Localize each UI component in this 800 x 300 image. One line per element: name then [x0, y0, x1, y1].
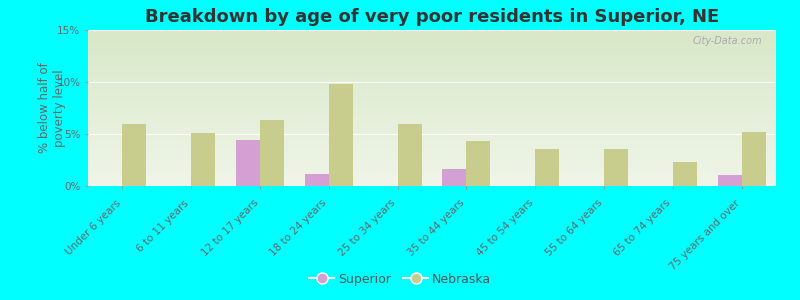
Bar [535, 148, 559, 186]
Bar [604, 148, 628, 186]
Bar [742, 132, 766, 186]
Bar [122, 124, 146, 186]
Title: Breakdown by age of very poor residents in Superior, NE: Breakdown by age of very poor residents … [145, 8, 719, 26]
Text: 55 to 64 years: 55 to 64 years [543, 198, 604, 259]
Text: 45 to 54 years: 45 to 54 years [474, 198, 535, 259]
Text: 18 to 24 years: 18 to 24 years [268, 198, 329, 259]
Bar [236, 140, 260, 186]
Bar [673, 162, 697, 186]
Legend: Superior, Nebraska: Superior, Nebraska [304, 268, 496, 291]
Bar [191, 133, 215, 186]
Text: 75 years and over: 75 years and over [668, 198, 742, 272]
Bar [718, 175, 742, 186]
Bar [442, 169, 466, 186]
Text: City-Data.com: City-Data.com [693, 36, 762, 46]
Bar [466, 141, 490, 186]
Bar [305, 173, 329, 186]
Text: 35 to 44 years: 35 to 44 years [406, 198, 466, 259]
Bar [398, 124, 422, 186]
Text: Under 6 years: Under 6 years [63, 198, 122, 257]
Text: 65 to 74 years: 65 to 74 years [612, 198, 673, 259]
Y-axis label: % below half of
poverty level: % below half of poverty level [38, 63, 66, 153]
Text: 6 to 11 years: 6 to 11 years [135, 198, 191, 254]
Bar [260, 121, 284, 186]
Bar [329, 84, 353, 186]
Text: 12 to 17 years: 12 to 17 years [199, 198, 260, 259]
Text: 25 to 34 years: 25 to 34 years [337, 198, 398, 259]
